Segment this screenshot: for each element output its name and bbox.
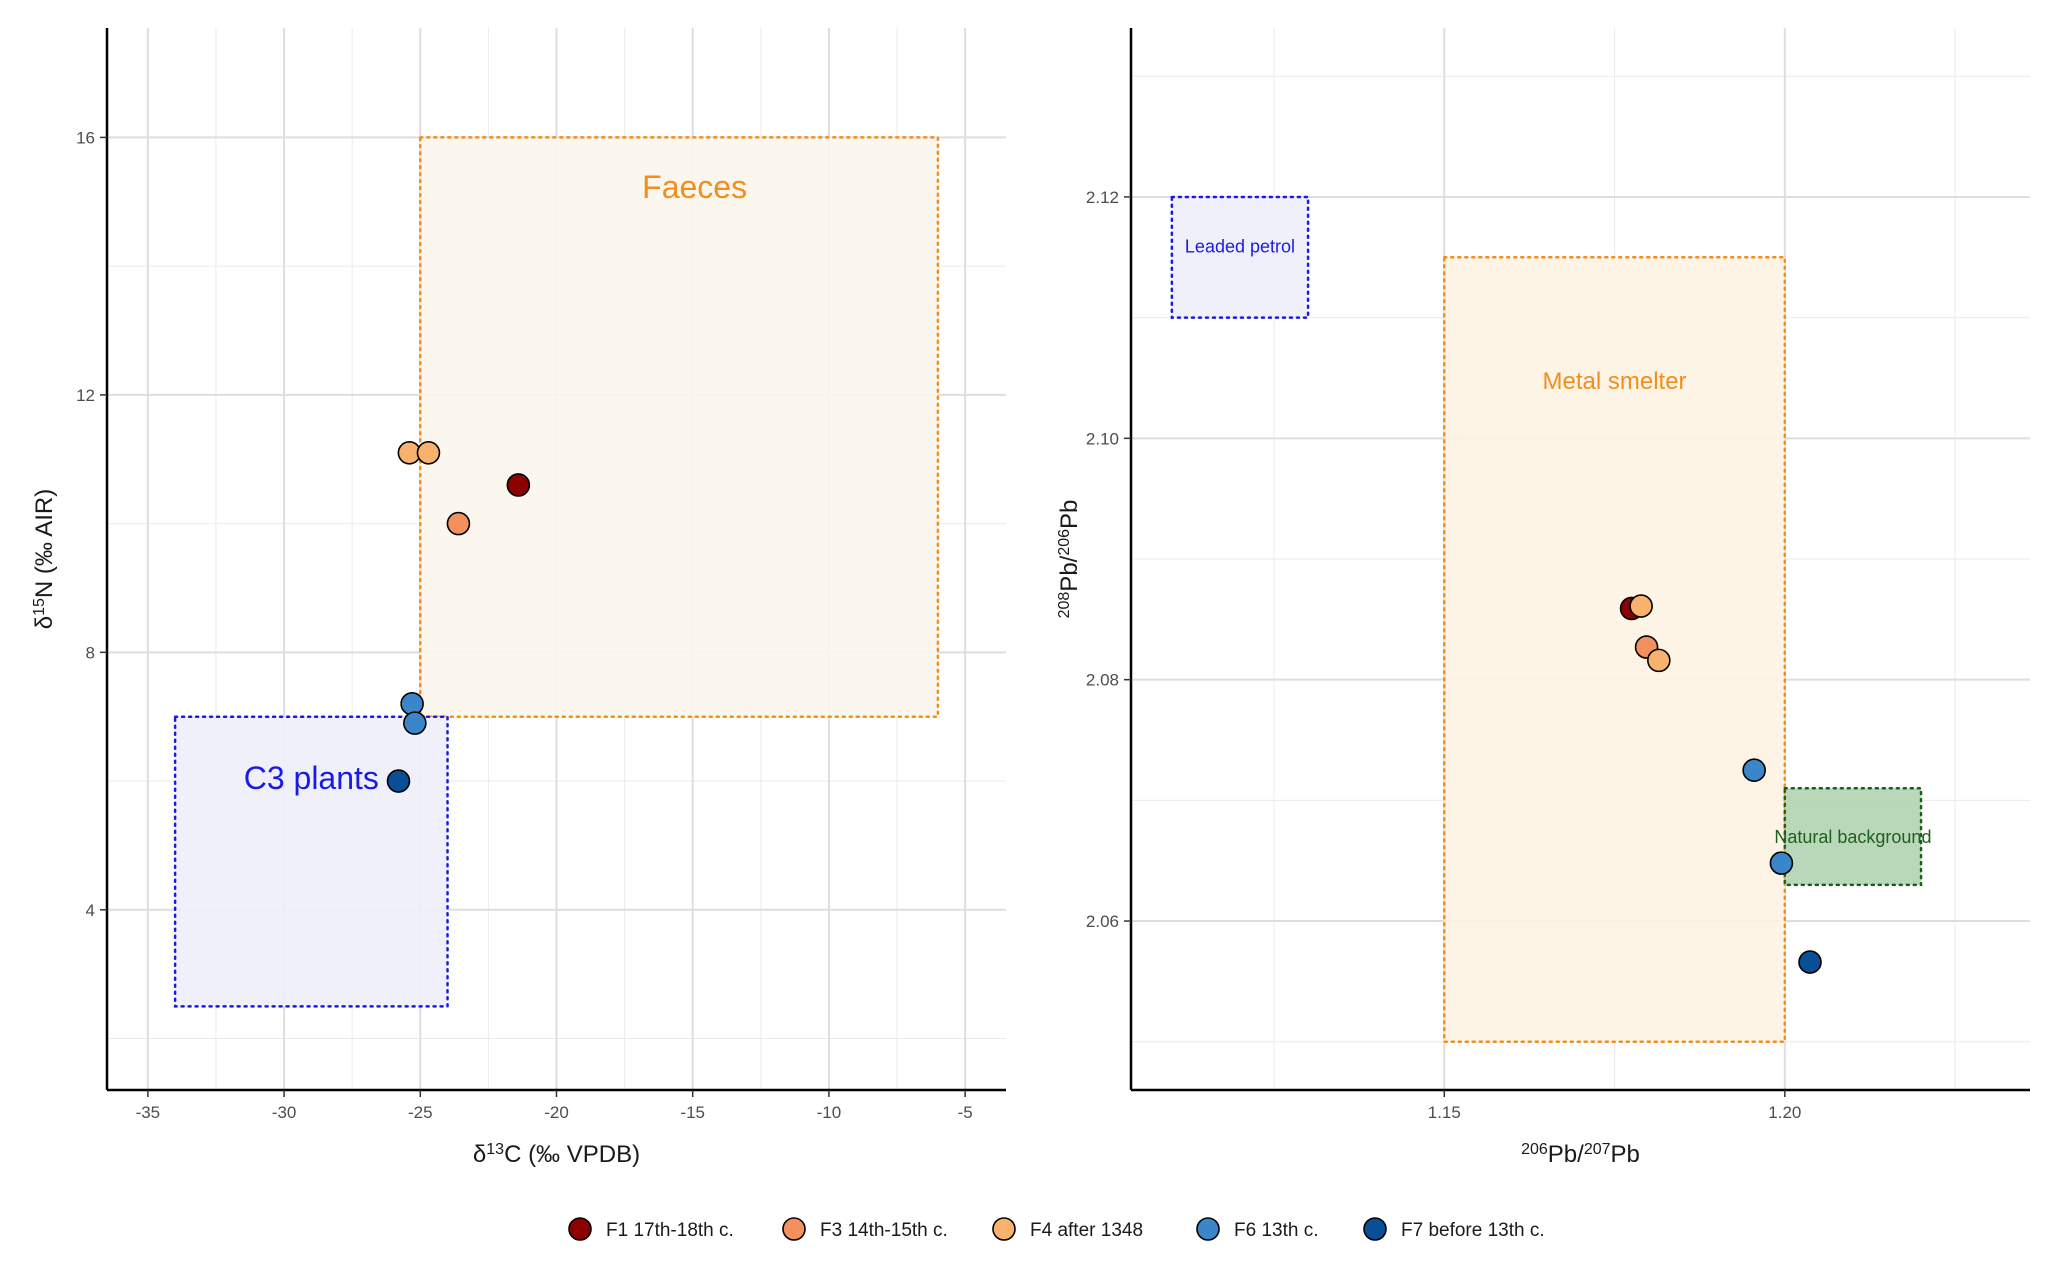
legend-item: F6 13th c. bbox=[1196, 1217, 1319, 1241]
legend-label: F3 14th-15th c. bbox=[820, 1220, 948, 1241]
y-tick-label: 12 bbox=[76, 386, 95, 405]
y-tick-label: 2.10 bbox=[1086, 429, 1119, 448]
region-label-leaded-petrol: Leaded petrol bbox=[1185, 236, 1295, 256]
data-point bbox=[416, 440, 441, 465]
x-tick-label: -15 bbox=[680, 1103, 705, 1122]
data-point bbox=[400, 692, 424, 716]
legend-item: F7 before 13th c. bbox=[1363, 1217, 1545, 1241]
legend-marker bbox=[568, 1217, 592, 1241]
x-tick-label: -10 bbox=[817, 1103, 842, 1122]
x-tick-label: 1.15 bbox=[1428, 1103, 1461, 1122]
region-natural-background bbox=[1783, 787, 1923, 887]
region-metal-smelter bbox=[1443, 256, 1787, 1043]
data-point bbox=[1742, 758, 1766, 782]
y-tick-label: 4 bbox=[86, 901, 95, 920]
y-axis-title: 208Pb/206Pb bbox=[1056, 500, 1084, 619]
legend-marker bbox=[1196, 1217, 1220, 1241]
data-point bbox=[446, 511, 471, 536]
y-tick-label: 8 bbox=[86, 643, 95, 662]
data-point bbox=[1629, 594, 1653, 618]
x-tick-label: -30 bbox=[272, 1103, 297, 1122]
legend: F1 17th-18th c. F3 14th-15th c. F4 after 1… bbox=[568, 1217, 1545, 1241]
carbon-nitrogen-panel: Faeces C3 plants -35 -30 -25 -20 -15 -10 -5 4 8 12 1… bbox=[31, 28, 1006, 1169]
region-label-c3-plants: C3 plants bbox=[244, 760, 379, 796]
x-tick-label: -5 bbox=[958, 1103, 973, 1122]
y-tick-label: 2.08 bbox=[1086, 671, 1119, 690]
legend-item: F1 17th-18th c. bbox=[568, 1217, 734, 1241]
region-c3-plants bbox=[173, 715, 449, 1008]
x-axis-title: δ13C (‰ VPDB) bbox=[473, 1141, 640, 1169]
x-tick-label: -35 bbox=[136, 1103, 161, 1122]
data-point bbox=[506, 473, 531, 497]
data-point bbox=[386, 769, 411, 793]
lead-isotope-panel: Leaded petrol Metal smelter Natural backgr… bbox=[1056, 28, 2030, 1169]
x-tick-label: 1.20 bbox=[1768, 1103, 1801, 1122]
legend-marker bbox=[992, 1217, 1016, 1241]
x-tick-label: -20 bbox=[544, 1103, 569, 1122]
legend-marker bbox=[1363, 1217, 1387, 1241]
x-tick-label: -25 bbox=[408, 1103, 433, 1122]
y-tick-label: 2.12 bbox=[1086, 188, 1119, 207]
legend-label: F1 17th-18th c. bbox=[606, 1220, 734, 1241]
x-axis-title: 206Pb/207Pb bbox=[1521, 1141, 1640, 1169]
data-point bbox=[1647, 648, 1671, 673]
region-faeces bbox=[419, 136, 940, 718]
data-point bbox=[1798, 950, 1822, 974]
legend-label: F4 after 1348 bbox=[1030, 1220, 1143, 1241]
legend-label: F7 before 13th c. bbox=[1401, 1220, 1545, 1241]
y-axis-title: δ15N (‰ AIR) bbox=[31, 489, 59, 630]
data-point bbox=[403, 711, 427, 735]
data-point bbox=[1769, 851, 1794, 875]
region-leaded-petrol bbox=[1170, 195, 1310, 319]
y-tick-label: 16 bbox=[76, 128, 95, 147]
legend-marker bbox=[782, 1217, 806, 1241]
legend-item: F3 14th-15th c. bbox=[782, 1217, 948, 1241]
legend-label: F6 13th c. bbox=[1234, 1220, 1319, 1241]
legend-item: F4 after 1348 bbox=[992, 1217, 1143, 1241]
region-label-natural-background: Natural background bbox=[1774, 827, 1931, 847]
region-label-faeces: Faeces bbox=[642, 169, 747, 205]
region-label-metal-smelter: Metal smelter bbox=[1543, 368, 1687, 395]
y-tick-label: 2.06 bbox=[1086, 912, 1119, 931]
